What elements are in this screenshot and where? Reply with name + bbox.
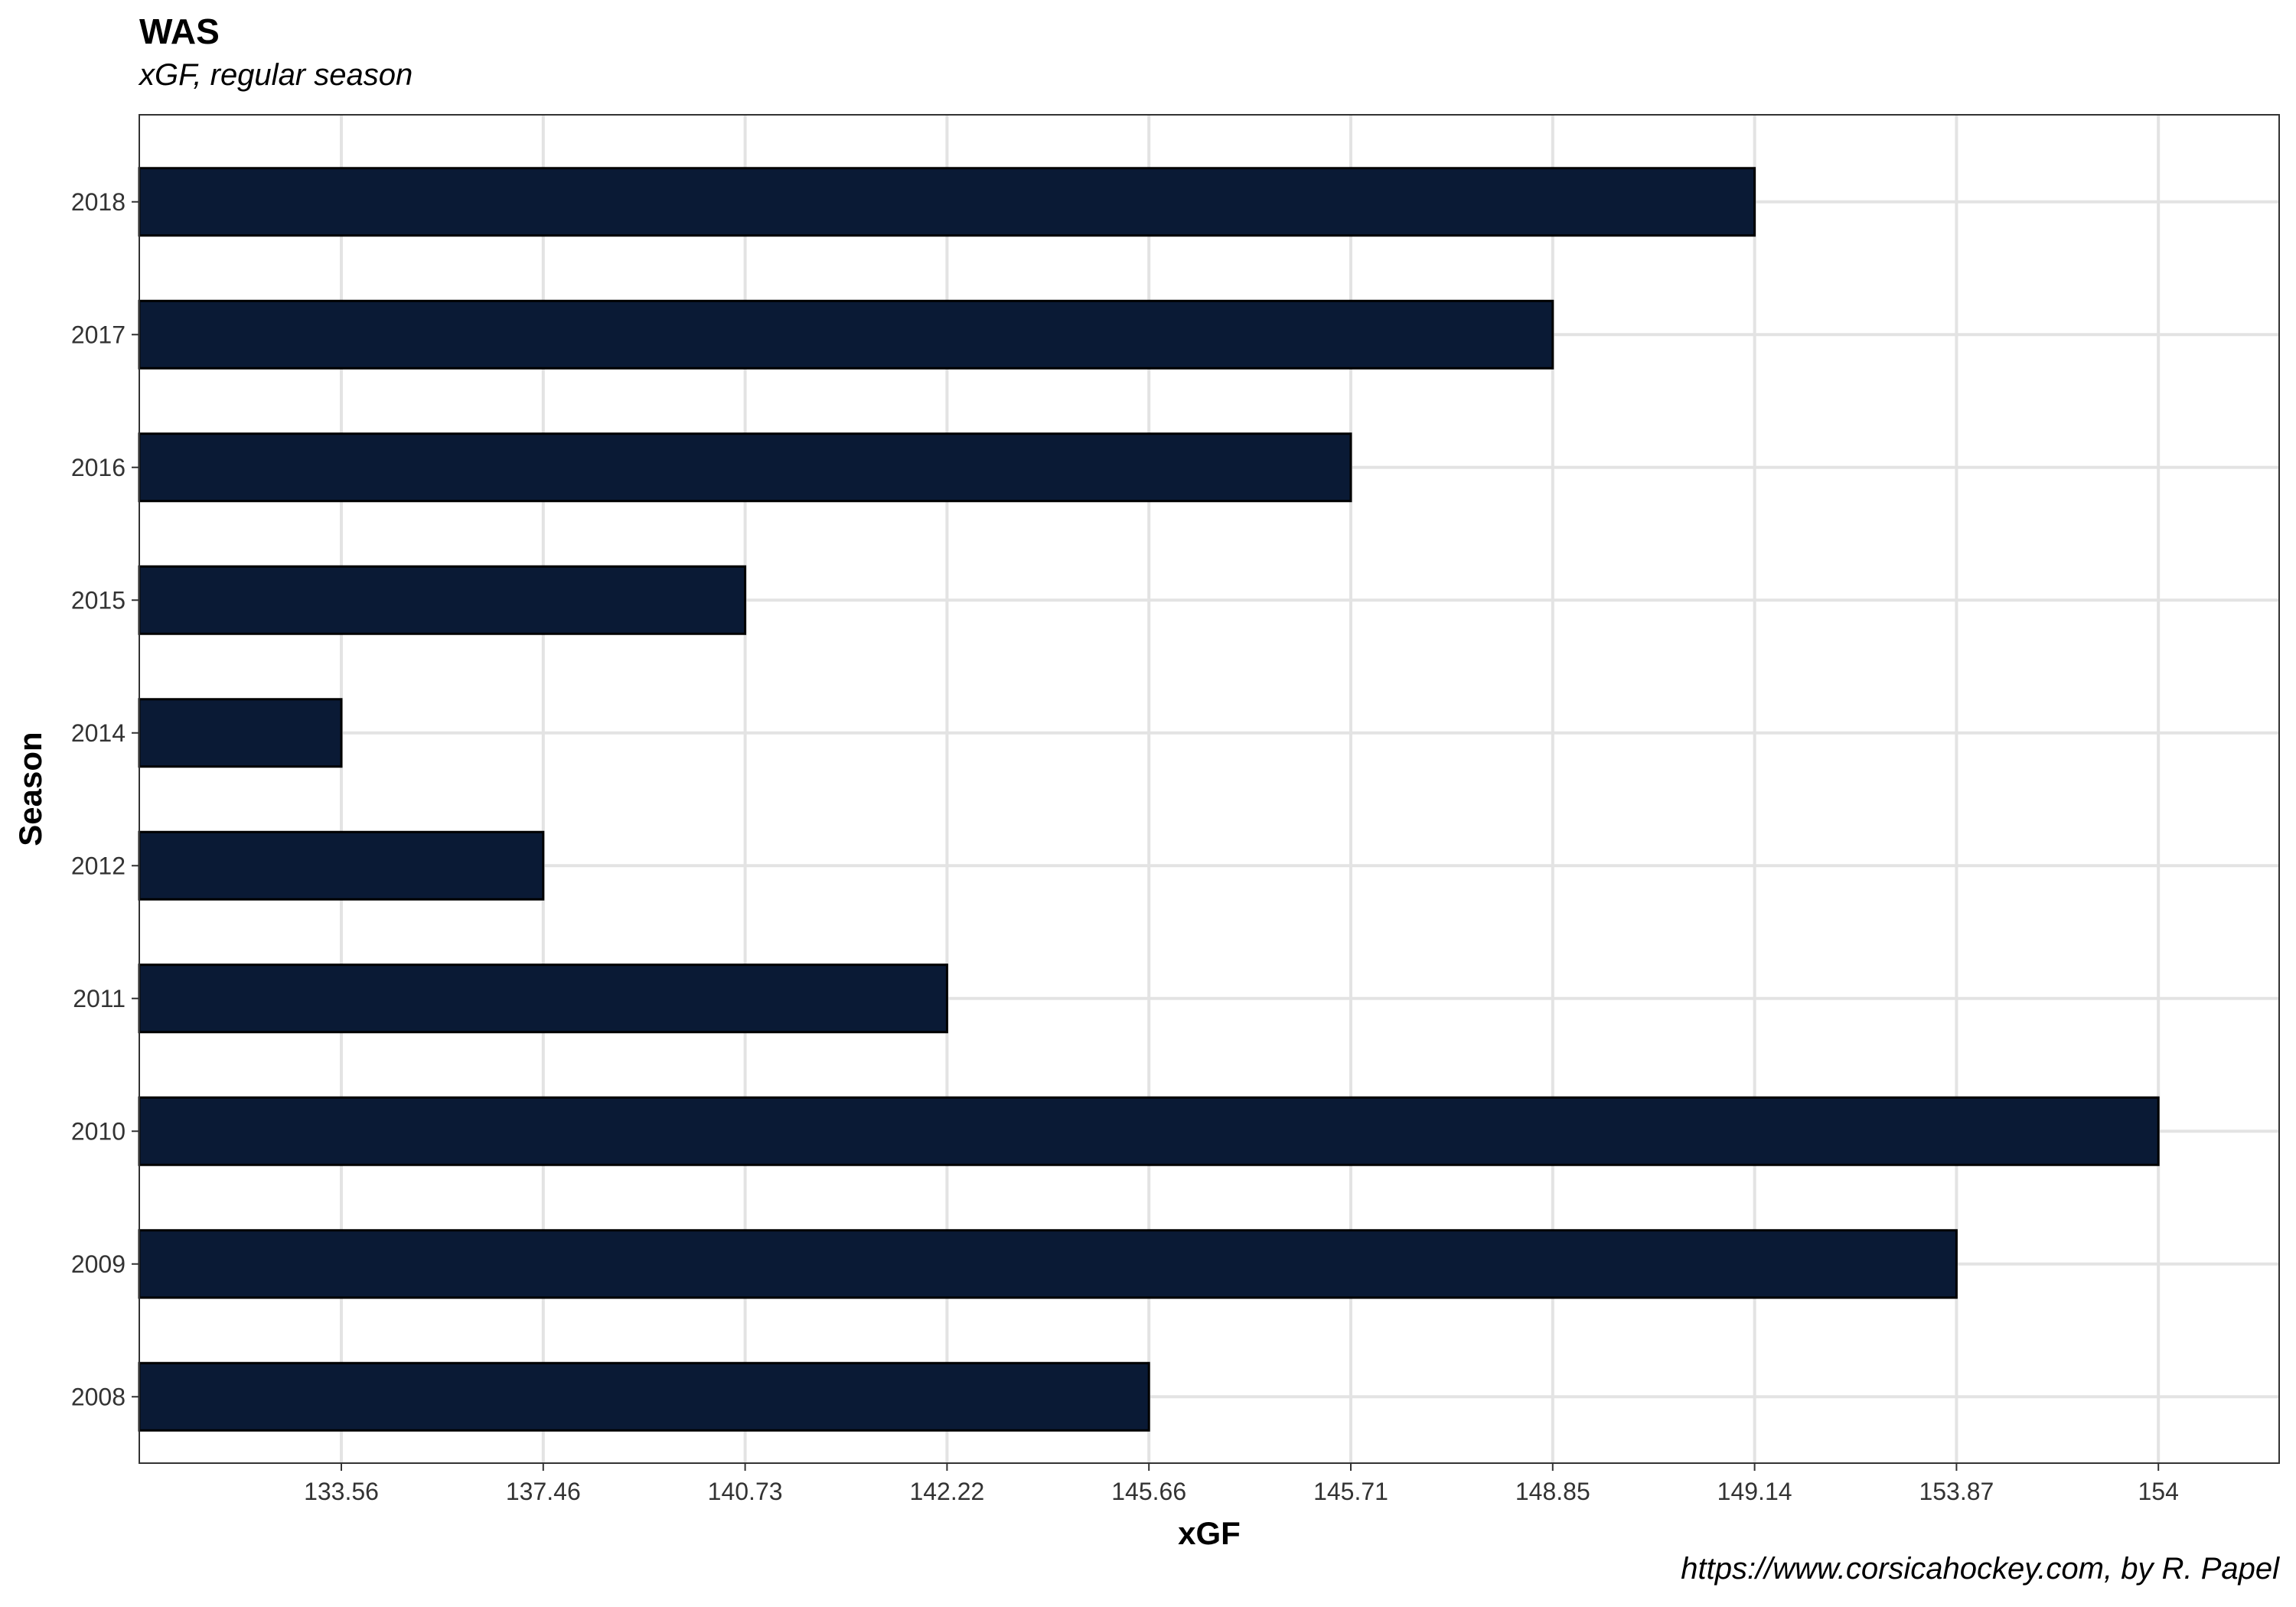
chart-subtitle: xGF, regular season: [139, 58, 413, 92]
y-tick-label: 2012: [71, 852, 126, 879]
panel-border: [139, 114, 2280, 1464]
x-tick-label: 149.14: [1717, 1478, 1792, 1505]
x-tick-label: 148.85: [1515, 1478, 1590, 1505]
y-tick-label: 2018: [71, 188, 126, 216]
bar-2009: [138, 1229, 1958, 1299]
y-tick-label: 2014: [71, 719, 126, 747]
bar-2008: [138, 1361, 1150, 1432]
bar-2015: [138, 565, 747, 635]
x-tick-label: 142.22: [909, 1478, 984, 1505]
y-tick-label: 2009: [71, 1250, 126, 1278]
x-tick-label: 153.87: [1919, 1478, 1994, 1505]
x-tick-label: 140.73: [708, 1478, 783, 1505]
y-tick-label: 2010: [71, 1117, 126, 1145]
bar-2018: [138, 167, 1756, 237]
x-tick-label: 133.56: [304, 1478, 379, 1505]
bar-2011: [138, 963, 948, 1034]
axis-ticks: 133.56 137.46 140.73 142.22 145.66 145.71 148.…: [71, 188, 2179, 1505]
bar-2014: [138, 698, 343, 768]
bar-2017: [138, 299, 1554, 370]
y-tick-label: 2015: [71, 586, 126, 614]
y-tick-label: 2008: [71, 1383, 126, 1410]
bar-2016: [138, 432, 1352, 503]
chart-title: WAS: [139, 11, 220, 51]
x-tick-label: 145.66: [1111, 1478, 1186, 1505]
y-tick-label: 2011: [73, 985, 126, 1012]
x-tick-label: 145.71: [1313, 1478, 1388, 1505]
bar-2010: [138, 1096, 2160, 1166]
chart-caption: https://www.corsicahockey.com, by R. Pap…: [1681, 1552, 2279, 1586]
y-tick-label: 2017: [71, 321, 126, 348]
x-tick-label: 137.46: [506, 1478, 581, 1505]
y-tick-label: 2016: [71, 454, 126, 481]
x-tick-label: 154: [2138, 1478, 2179, 1505]
bar-2012: [138, 830, 545, 901]
x-axis-title: xGF: [1178, 1515, 1241, 1551]
y-axis-title: Season: [12, 732, 48, 846]
